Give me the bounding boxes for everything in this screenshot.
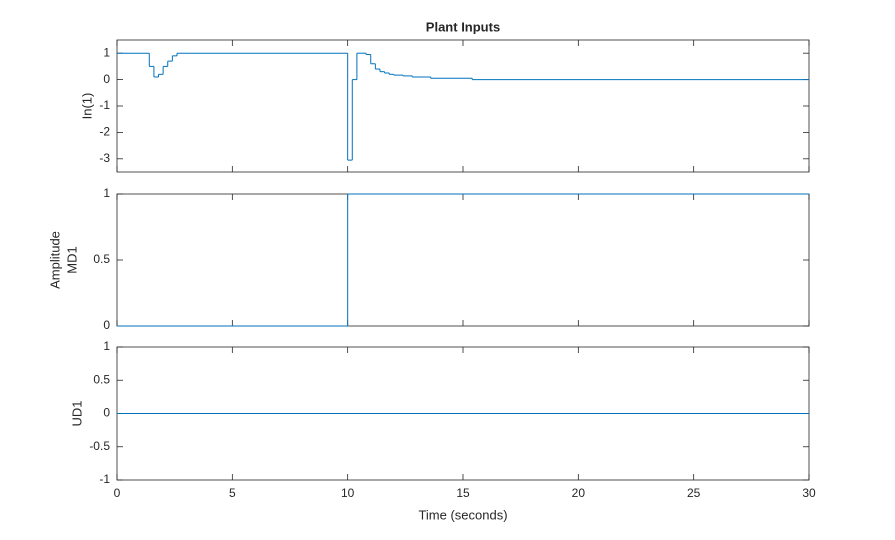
x-tick-label: 5 [229, 486, 236, 500]
x-tick-label: 25 [687, 486, 701, 500]
y-tick-label: 1 [103, 186, 110, 200]
x-tick-label: 30 [802, 486, 816, 500]
x-axis-label: Time (seconds) [418, 507, 507, 522]
x-tick-label: 0 [114, 486, 121, 500]
y-tick-label: 0 [103, 72, 110, 86]
panel-y-label: In(1) [79, 93, 94, 120]
y-axis-label: Amplitude [47, 231, 62, 289]
x-tick-label: 10 [341, 486, 355, 500]
y-tick-label: 0.5 [93, 252, 110, 266]
y-tick-label: -1 [99, 98, 110, 112]
y-tick-label: -3 [99, 151, 110, 165]
x-tick-label: 20 [572, 486, 586, 500]
y-tick-label: -1 [99, 472, 110, 486]
y-tick-label: 1 [103, 339, 110, 353]
axes-box [116, 193, 810, 327]
y-tick-label: 1 [103, 45, 110, 59]
panel-y-label: UD1 [69, 400, 84, 426]
y-tick-label: 0 [103, 406, 110, 420]
y-tick-label: 0.5 [93, 372, 110, 386]
panel-y-label: MD1 [64, 246, 79, 273]
y-tick-label: 0 [103, 318, 110, 332]
axes-box [116, 39, 810, 173]
y-tick-label: -0.5 [89, 439, 110, 453]
chart-title: Plant Inputs [426, 19, 500, 34]
x-tick-label: 15 [456, 486, 470, 500]
y-tick-label: -2 [99, 125, 110, 139]
